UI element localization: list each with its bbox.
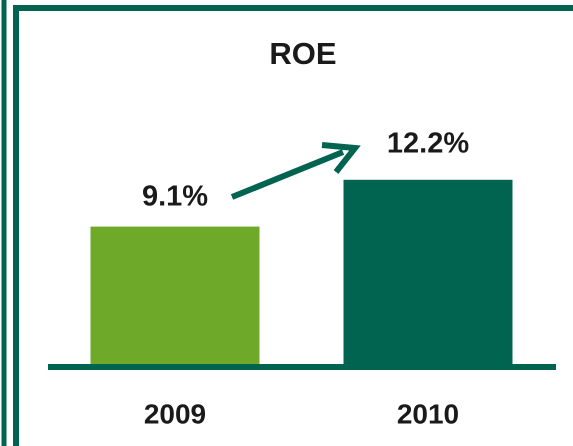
- trend-arrow-head: [321, 142, 361, 174]
- bar: [90, 226, 260, 364]
- trend-arrow-shaft: [230, 149, 345, 200]
- bar: [343, 179, 513, 364]
- value-label: 12.2%: [387, 128, 469, 160]
- x-tick-label: 2010: [397, 398, 459, 429]
- panel-frame: [13, 5, 573, 446]
- x-tick-label: 2009: [144, 398, 206, 429]
- chart-title: ROE: [269, 36, 336, 71]
- value-label: 9.1%: [142, 181, 208, 213]
